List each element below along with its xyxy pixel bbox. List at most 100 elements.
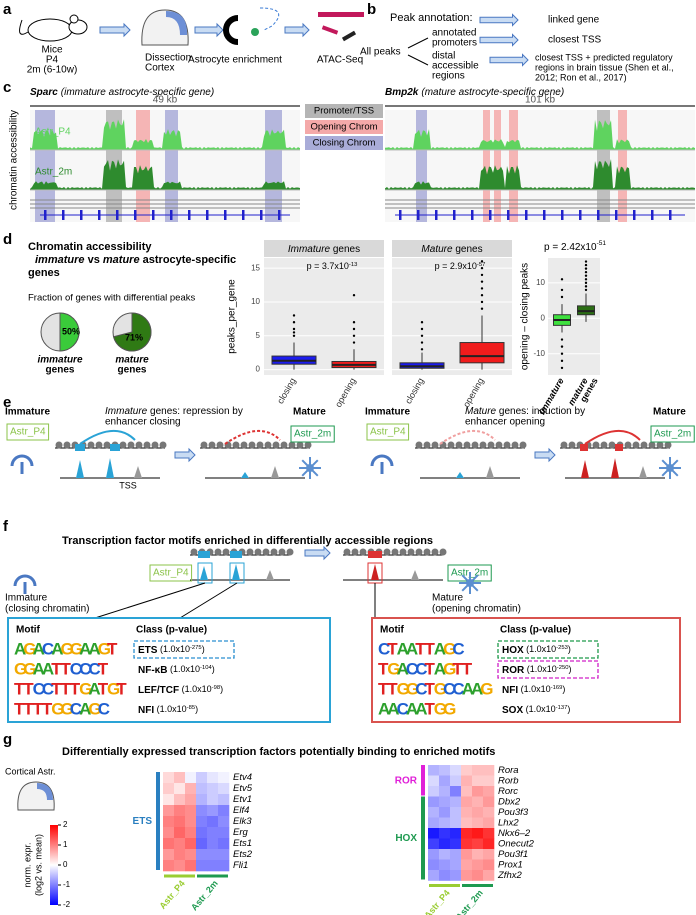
- heat-cell: [450, 859, 462, 871]
- motif-letter: A: [397, 659, 409, 678]
- p-value: p = 3.7x10-13: [307, 261, 358, 271]
- outlier: [584, 281, 588, 285]
- label: Mature genes: induction by: [465, 406, 585, 417]
- exon: [561, 210, 564, 220]
- nucleosome: [296, 441, 304, 449]
- motif-letter: C: [70, 699, 82, 718]
- heat-cell: [450, 817, 462, 829]
- p-close: ): [567, 704, 570, 714]
- heat-cell: [461, 828, 473, 839]
- loop-arrow: [584, 429, 641, 445]
- exon: [471, 210, 474, 220]
- outlier: [584, 260, 588, 263]
- label: Mice: [41, 45, 63, 56]
- heat-cell: [439, 775, 451, 787]
- motif-letter: A: [33, 639, 45, 658]
- outlier: [420, 334, 424, 337]
- nucleosome: [608, 441, 616, 449]
- nucleosome: [560, 441, 568, 449]
- outlier: [420, 327, 424, 331]
- cell-body: [666, 464, 674, 472]
- label: Peak annotation:: [390, 12, 473, 24]
- arrow: [489, 53, 529, 67]
- p-base: (1.0x10: [179, 684, 212, 694]
- p-exp: -137: [556, 705, 568, 711]
- motif-letter: T: [387, 679, 398, 698]
- peak: [456, 472, 464, 478]
- heat-cell: [439, 807, 451, 818]
- heat-cell: [196, 805, 208, 817]
- heat-cell: [483, 765, 495, 776]
- heat-cell: [218, 794, 230, 806]
- track-title: Bmp2k (mature astrocyte-specific gene): [385, 87, 564, 98]
- outlier: [292, 334, 296, 337]
- outlier: [352, 341, 356, 344]
- heat-cell: [196, 772, 208, 784]
- dna-frag: [321, 25, 339, 35]
- motif-letter: A: [33, 659, 45, 678]
- nucleosome: [272, 441, 280, 449]
- label: Astrocyte enrichment: [188, 55, 282, 66]
- dna-frag: [318, 12, 364, 17]
- exon: [260, 210, 263, 220]
- legend-label: Promoter/TSS: [314, 106, 374, 117]
- facet-title: Mature genes: [421, 244, 482, 255]
- exon: [224, 210, 227, 220]
- motif-class: ROR (1.0x10-250): [502, 664, 571, 675]
- outlier: [352, 321, 356, 324]
- nucleosome: [143, 441, 151, 449]
- heat-cell: [174, 838, 186, 850]
- class-name: HOX: [502, 645, 524, 656]
- nucleosome: [200, 441, 208, 449]
- heat-cell: [163, 860, 175, 872]
- heat-cell: [450, 849, 462, 860]
- motif-letter: C: [397, 699, 409, 718]
- label: genes: [28, 267, 60, 279]
- panel-label: g: [3, 731, 12, 748]
- nucleosome: [127, 441, 135, 449]
- motif-letter: A: [88, 679, 100, 698]
- heat-cell: [439, 765, 451, 776]
- heat-cell: [450, 796, 462, 808]
- motif-letter: T: [14, 679, 25, 698]
- heat-cell: [196, 794, 208, 806]
- heat-cell: [218, 849, 230, 861]
- label: (closing chromatin): [5, 604, 89, 615]
- gene-label: Etv5: [233, 783, 253, 794]
- arrow: [304, 545, 331, 561]
- gene-label: Rorc: [498, 786, 518, 797]
- nucleosome: [431, 441, 439, 449]
- motif-letter: A: [397, 639, 409, 658]
- heat-cell: [185, 860, 197, 872]
- arrow: [479, 13, 519, 27]
- p-base: p = 2.42x10: [544, 242, 597, 253]
- region-band: [509, 110, 518, 222]
- motif-letter: G: [23, 639, 36, 658]
- label: enhancer closing: [105, 417, 181, 428]
- highlight: [497, 640, 599, 659]
- nucleosome: [471, 441, 479, 449]
- highlight: [133, 640, 235, 659]
- heat-cell: [163, 805, 175, 817]
- nucleosome: [351, 548, 359, 556]
- facet-title: Immature genes: [288, 244, 360, 255]
- sample-tag: Astr_P4: [370, 427, 406, 438]
- gene-label: Lhx2: [498, 817, 519, 828]
- peak: [371, 564, 379, 580]
- outlier: [480, 300, 484, 304]
- exon: [417, 210, 420, 220]
- outlier: [480, 273, 484, 277]
- heat-cell: [174, 849, 186, 861]
- p-exp: -98: [212, 685, 220, 691]
- motif-letter: T: [98, 679, 109, 698]
- enhancer: [580, 444, 588, 451]
- y-label: peaks_per_gene: [227, 279, 238, 354]
- heat-cell: [196, 860, 208, 872]
- x-tick-label: opening: [333, 376, 358, 409]
- motif-letter: C: [415, 659, 427, 678]
- exon: [597, 210, 600, 220]
- nucleosome: [487, 441, 495, 449]
- nucleosome: [216, 441, 224, 449]
- cell: [251, 28, 259, 36]
- heat-cell: [174, 827, 186, 839]
